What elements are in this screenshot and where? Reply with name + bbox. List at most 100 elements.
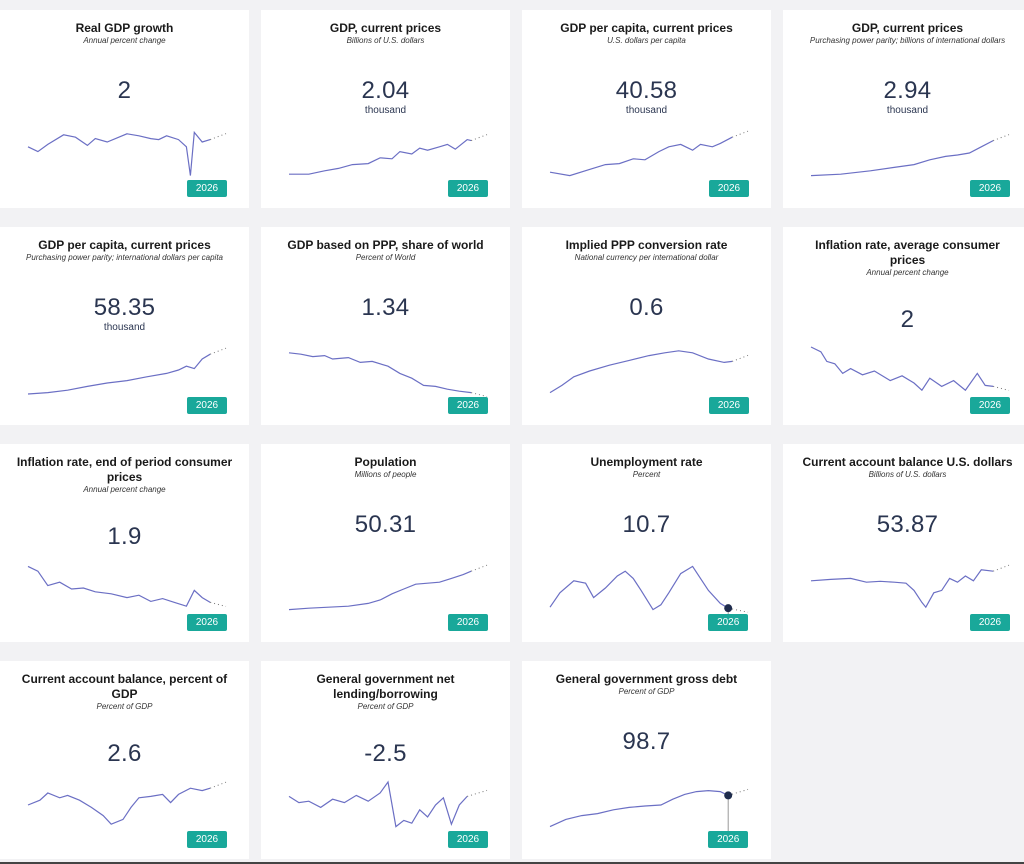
bottom-divider: [0, 862, 1024, 864]
card-value: 10.7: [622, 511, 671, 538]
card-sparkline: [549, 130, 749, 177]
card-unit: thousand: [364, 105, 407, 116]
year-badge[interactable]: 2026: [448, 614, 488, 631]
card-title-text: Implied PPP conversion rate: [565, 238, 728, 252]
card-value: 2.94: [883, 77, 932, 104]
indicator-card[interactable]: GDP per capita, current prices U.S. dolla…: [522, 10, 771, 208]
indicator-card[interactable]: GDP per capita, current prices Purchasing…: [0, 227, 249, 425]
sparkline-projection: [210, 781, 227, 789]
card-title: Current account balance U.S. dollars Bill…: [797, 455, 1018, 480]
card-title: Inflation rate, average consumer prices A…: [797, 238, 1018, 278]
card-value: 53.87: [876, 511, 939, 538]
card-title: Inflation rate, end of period consumer p…: [14, 455, 235, 495]
year-badge[interactable]: 2026: [708, 831, 749, 848]
card-unit: thousand: [625, 105, 668, 116]
indicator-card[interactable]: GDP based on PPP, share of world Percent …: [261, 227, 510, 425]
sparkline-projection: [210, 133, 227, 141]
card-sparkline: [27, 130, 227, 176]
indicator-card[interactable]: Real GDP growth Annual percent change 2 202…: [0, 10, 249, 208]
year-badge[interactable]: 2026: [708, 614, 749, 631]
card-unit: thousand: [886, 105, 929, 116]
sparkline-series: [288, 352, 472, 394]
card-value: 50.31: [354, 511, 417, 538]
indicator-card[interactable]: General government gross debt Percent of …: [522, 661, 771, 859]
indicator-card[interactable]: Inflation rate, end of period consumer p…: [0, 444, 249, 642]
card-sparkline: [810, 134, 1010, 177]
sparkline-series: [549, 136, 733, 177]
sparkline-series: [810, 140, 994, 177]
card-title-text: General government net lending/borrowing: [316, 672, 455, 701]
card-title: GDP, current prices Billions of U.S. doll…: [275, 21, 496, 46]
year-badge[interactable]: 2026: [709, 180, 749, 197]
sparkline-series: [27, 130, 211, 176]
card-sparkline: [27, 565, 227, 607]
card-subtitle: Percent of GDP: [96, 702, 153, 711]
highlight-dot-icon: [724, 791, 733, 800]
card-value: 58.35: [93, 294, 156, 321]
card-subtitle: Percent of World: [355, 253, 416, 262]
card-title: Unemployment rate Percent: [536, 455, 757, 480]
indicator-card[interactable]: GDP, current prices Billions of U.S. doll…: [261, 10, 510, 208]
card-sparkline: [810, 346, 1010, 392]
indicator-card[interactable]: Unemployment rate Percent 10.7 2026: [522, 444, 771, 642]
indicator-card[interactable]: Population Millions of people 50.31 2026: [261, 444, 510, 642]
year-badge[interactable]: 2026: [970, 397, 1010, 414]
sparkline-series: [27, 353, 211, 395]
indicator-card[interactable]: Implied PPP conversion rate National curr…: [522, 227, 771, 425]
card-subtitle: Annual percent change: [83, 485, 166, 494]
card-title-text: Current account balance U.S. dollars: [802, 455, 1013, 469]
indicator-card[interactable]: Current account balance, percent of GDP P…: [0, 661, 249, 859]
card-title: GDP based on PPP, share of world Percent …: [275, 238, 496, 263]
sparkline-projection: [467, 789, 488, 797]
card-value: 2: [900, 306, 915, 333]
indicator-card[interactable]: Current account balance U.S. dollars Bill…: [783, 444, 1024, 642]
card-title-text: Inflation rate, average consumer prices: [815, 238, 1000, 267]
indicator-card[interactable]: GDP, current prices Purchasing power pari…: [783, 10, 1024, 208]
card-title: Current account balance, percent of GDP P…: [14, 672, 235, 712]
card-subtitle: Annual percent change: [83, 36, 166, 45]
card-subtitle: Billions of U.S. dollars: [346, 36, 425, 45]
indicator-card[interactable]: General government net lending/borrowing…: [261, 661, 510, 859]
highlight-dot-icon: [724, 604, 733, 613]
card-subtitle: Purchasing power parity; billions of int…: [809, 36, 1006, 45]
card-title: Real GDP growth Annual percent change: [14, 21, 235, 46]
card-value: 2: [117, 77, 132, 104]
card-subtitle: Annual percent change: [866, 268, 949, 277]
card-value: -2.5: [364, 740, 407, 767]
card-value: 98.7: [622, 728, 671, 755]
card-sparkline: [549, 350, 749, 394]
card-title: General government net lending/borrowing…: [275, 672, 496, 712]
year-badge[interactable]: 2026: [970, 180, 1010, 197]
sparkline-series: [810, 346, 994, 392]
year-badge[interactable]: 2026: [187, 180, 227, 197]
year-badge[interactable]: 2026: [187, 397, 227, 414]
card-title-text: GDP, current prices: [329, 21, 442, 35]
card-title-text: General government gross debt: [555, 672, 738, 686]
year-badge[interactable]: 2026: [448, 180, 488, 197]
year-badge[interactable]: 2026: [709, 397, 749, 414]
card-subtitle: U.S. dollars per capita: [607, 36, 686, 45]
year-badge[interactable]: 2026: [970, 614, 1010, 631]
year-badge[interactable]: 2026: [187, 831, 227, 848]
year-badge[interactable]: 2026: [448, 397, 488, 414]
card-value: 1.34: [361, 294, 410, 321]
card-sparkline: [289, 134, 488, 175]
card-title-text: GDP, current prices: [851, 21, 964, 35]
card-title: GDP per capita, current prices Purchasing…: [14, 238, 235, 263]
card-sparkline: [549, 565, 749, 624]
sparkline-projection: [471, 564, 488, 572]
card-sparkline: [288, 564, 488, 611]
indicator-card[interactable]: Inflation rate, average consumer prices A…: [783, 227, 1024, 425]
card-value: 2.04: [361, 77, 410, 104]
card-subtitle: Purchasing power parity; international d…: [26, 253, 223, 262]
sparkline-projection: [732, 130, 749, 138]
card-sparkline: [288, 352, 488, 398]
card-value: 0.6: [629, 294, 664, 321]
year-badge[interactable]: 2026: [448, 831, 488, 848]
card-title-text: Current account balance, percent of GDP: [21, 672, 228, 701]
card-value: 2.6: [107, 740, 142, 767]
sparkline-projection: [732, 354, 749, 362]
year-badge[interactable]: 2026: [187, 614, 227, 631]
sparkline-projection: [728, 607, 749, 613]
sparkline-projection: [993, 134, 1010, 142]
